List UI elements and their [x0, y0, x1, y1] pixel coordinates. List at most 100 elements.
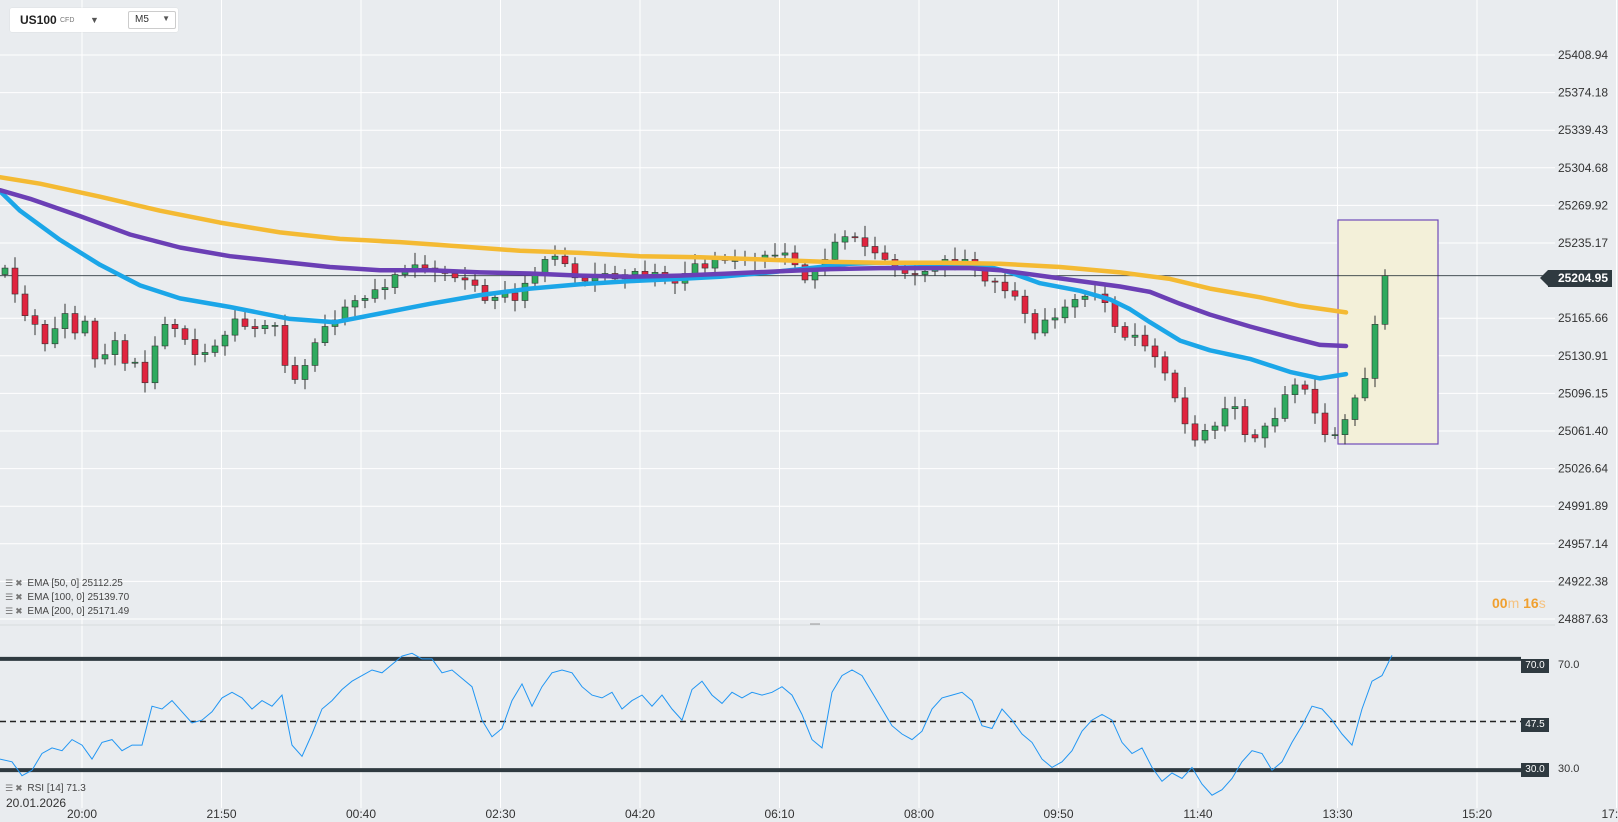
candle-up	[1331, 434, 1339, 436]
close-icon[interactable]: ✖	[15, 592, 23, 602]
instrument-selector[interactable]: US100 CFD ▼ M5 ▼	[10, 8, 178, 32]
candle-down	[181, 328, 189, 340]
candle-up	[1221, 408, 1229, 427]
candle-up	[921, 271, 929, 275]
candle-up	[1361, 378, 1369, 399]
candle-down	[1121, 326, 1129, 338]
candle-up	[81, 320, 89, 334]
candle-down	[1191, 423, 1199, 441]
candle-up	[391, 274, 399, 288]
candle-up	[1201, 430, 1209, 441]
legend-label: EMA	[27, 606, 49, 617]
legend-value: 25112.25	[81, 578, 123, 589]
candle-down	[511, 292, 519, 301]
y-tick-label: 25130.91	[1558, 349, 1608, 363]
y-tick-label: 24957.14	[1558, 537, 1608, 551]
candle-down	[11, 267, 19, 295]
ema-line-ema-100	[0, 187, 1349, 349]
current-price-tag: 25204.95	[1540, 270, 1612, 287]
candle-up	[1271, 418, 1279, 427]
candle-down	[701, 263, 709, 269]
legend-value: 25139.70	[87, 592, 130, 603]
rsi-level-tag-lower: 30.0	[1521, 763, 1549, 777]
legend-label: EMA	[27, 578, 49, 589]
settings-list-icon[interactable]: ☰	[5, 592, 14, 602]
candle-down	[1251, 434, 1259, 439]
x-tick-label: 11:40	[1183, 807, 1212, 821]
candle-up	[1081, 295, 1089, 300]
candle-down	[871, 246, 879, 254]
candle-down	[461, 277, 469, 281]
settings-list-icon[interactable]: ☰	[5, 606, 14, 616]
candle-down	[291, 365, 299, 380]
candle-down	[241, 318, 249, 327]
candle-up	[691, 263, 699, 274]
y-tick-label: 25165.66	[1558, 311, 1608, 325]
chevron-down-icon: ▼	[162, 14, 170, 23]
x-tick-label: 17:10	[1601, 807, 1618, 821]
candle-up	[1051, 317, 1059, 321]
candle-down	[171, 324, 179, 329]
legend-value: 25171.49	[87, 606, 130, 617]
legend-label: RSI	[27, 783, 45, 794]
candle-up	[631, 271, 639, 275]
legend-label: EMA	[27, 592, 49, 603]
candle-down	[1111, 302, 1119, 327]
start-date-label: 20.01.2026	[6, 796, 67, 810]
y-tick-label: 25339.43	[1558, 123, 1608, 137]
y-tick-label: 25269.92	[1558, 198, 1608, 212]
candle-up	[771, 254, 779, 257]
candle-down	[91, 320, 99, 360]
legend-ema-100: ☰ ✖ EMA [100, 0] 25139.70	[5, 592, 129, 603]
candle-down	[421, 264, 429, 269]
legend-params: [14]	[46, 783, 64, 794]
settings-list-icon[interactable]: ☰	[5, 783, 14, 793]
candle-down	[471, 279, 479, 286]
rsi-level-tag-upper: 70.0	[1521, 659, 1549, 673]
candle-down	[1301, 384, 1309, 390]
candle-up	[1211, 425, 1219, 431]
candle-up	[1, 267, 9, 275]
close-icon[interactable]: ✖	[15, 606, 23, 616]
candle-up	[311, 342, 319, 366]
legend-params: [100, 0]	[51, 592, 85, 603]
candle-down	[281, 325, 289, 366]
candle-up	[831, 241, 839, 260]
rsi-axis-label-lower: 30.0	[1558, 763, 1580, 775]
candle-up	[1341, 419, 1349, 435]
candle-down	[1151, 345, 1159, 358]
candle-up	[1351, 397, 1359, 420]
close-icon[interactable]: ✖	[15, 578, 23, 588]
x-tick-label: 09:50	[1043, 807, 1073, 821]
symbol-label: US100	[20, 13, 57, 27]
candle-down	[121, 340, 129, 364]
candle-up	[361, 298, 369, 301]
x-tick-label: 06:10	[764, 807, 794, 821]
candle-up	[351, 300, 359, 308]
candle-countdown: 00m 16s	[1492, 595, 1546, 611]
settings-list-icon[interactable]: ☰	[5, 578, 14, 588]
candle-up	[1261, 425, 1269, 439]
candle-up	[1061, 306, 1069, 319]
candle-down	[1161, 356, 1169, 374]
candle-down	[451, 273, 459, 279]
candle-up	[1281, 394, 1289, 419]
close-icon[interactable]: ✖	[15, 783, 23, 793]
chevron-down-icon[interactable]: ▼	[90, 15, 99, 25]
candle-down	[191, 339, 199, 355]
rsi-level-tag-middle: 47.5	[1521, 718, 1549, 732]
x-tick-label: 21:50	[206, 807, 236, 821]
candle-up	[521, 282, 529, 301]
timeframe-select[interactable]: M5 ▼	[128, 11, 176, 29]
candle-down	[1311, 388, 1319, 414]
legend-rsi: ☰ ✖ RSI [14] 71.3	[5, 783, 86, 794]
candle-up	[841, 236, 849, 243]
candle-down	[1181, 397, 1189, 425]
candle-down	[851, 236, 859, 239]
x-tick-label: 00:40	[346, 807, 376, 821]
candle-down	[881, 252, 889, 260]
y-tick-label: 25374.18	[1558, 86, 1608, 100]
x-tick-label: 02:30	[485, 807, 515, 821]
candle-up	[321, 326, 329, 344]
